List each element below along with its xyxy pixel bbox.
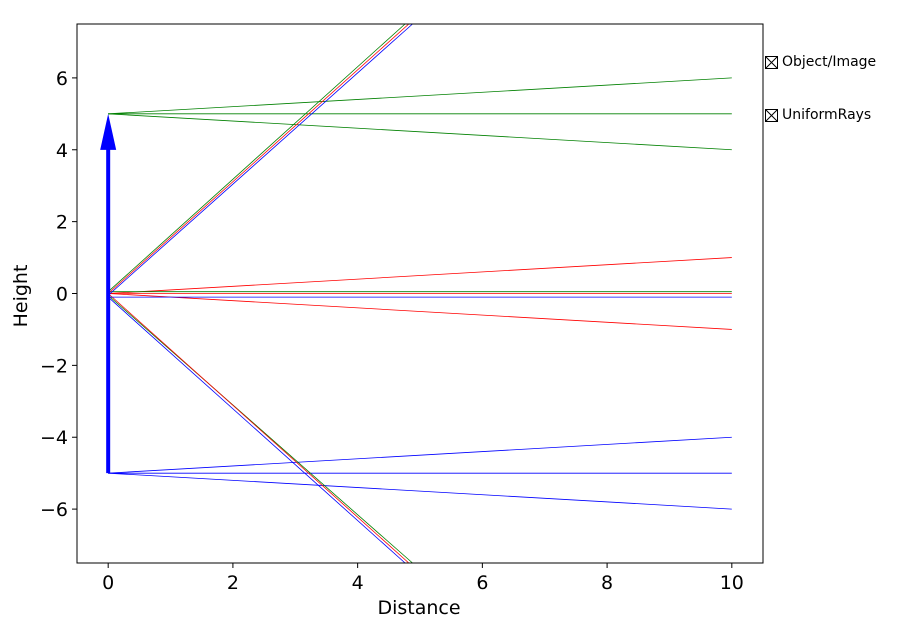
ray-line (108, 113, 732, 151)
y-tick-label: 0 (56, 284, 68, 306)
y-ticks: −6 −4 −2 0 2 4 6 (40, 68, 77, 521)
ray-line (107, 293, 410, 564)
ray-line (107, 23, 406, 293)
checkbox-icon[interactable] (765, 108, 778, 122)
ray-line (108, 472, 732, 510)
legend-label: UniformRays (782, 107, 872, 123)
legend-item-object-image[interactable]: Object/Image (765, 52, 876, 72)
object-arrow-head (100, 113, 117, 150)
ray-line (108, 436, 732, 474)
y-tick-label: 4 (56, 140, 68, 162)
ray-line (107, 23, 413, 296)
checkbox-icon[interactable] (765, 55, 778, 69)
x-axis-label: Distance (377, 597, 460, 619)
x-tick-label: 6 (476, 572, 488, 594)
y-tick-label: −4 (40, 427, 68, 449)
y-tick-label: 6 (56, 68, 68, 90)
y-tick-label: −2 (40, 355, 68, 377)
object-layer (100, 113, 117, 474)
legend-label: Object/Image (782, 54, 877, 70)
ray-line (107, 294, 413, 564)
legend: Object/Image UniformRays (765, 52, 876, 158)
x-tick-label: 0 (102, 572, 114, 594)
ray-line (108, 257, 732, 294)
ray-line (107, 23, 410, 294)
y-tick-label: −6 (40, 499, 68, 521)
ray-line (108, 77, 732, 115)
ray-line (107, 296, 406, 564)
y-tick-label: 2 (56, 212, 68, 234)
y-axis-label: Height (10, 265, 32, 328)
ray-line (108, 293, 732, 330)
x-tick-label: 4 (352, 572, 364, 594)
legend-item-uniform-rays[interactable]: UniformRays (765, 105, 876, 125)
x-tick-label: 10 (720, 572, 744, 594)
rays-layer (107, 23, 732, 564)
x-ticks: 0 2 4 6 8 10 (102, 563, 744, 594)
x-tick-label: 8 (601, 572, 613, 594)
x-tick-label: 2 (227, 572, 239, 594)
